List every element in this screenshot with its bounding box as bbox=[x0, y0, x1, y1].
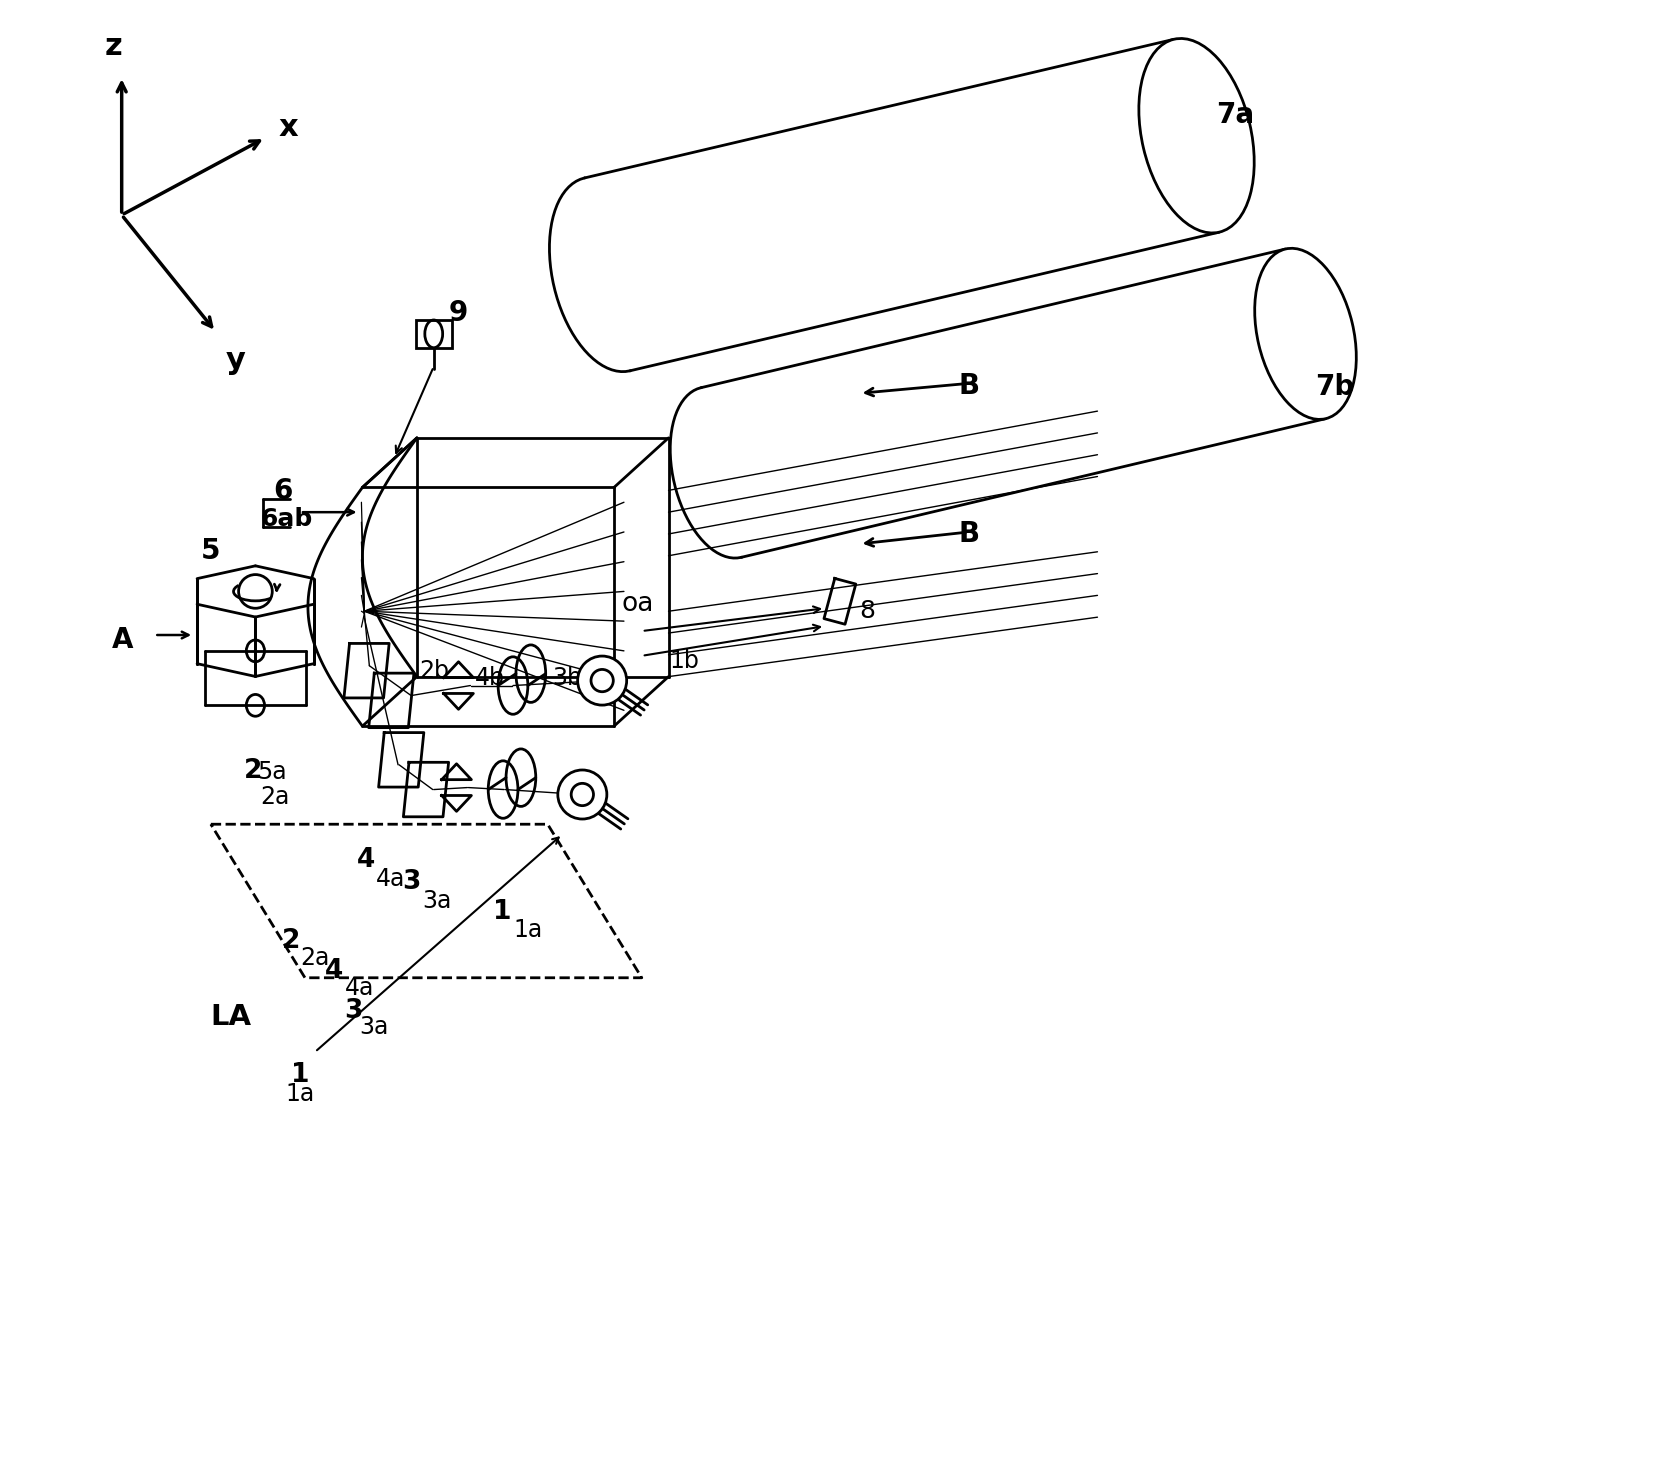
Text: 3: 3 bbox=[401, 868, 420, 895]
Text: 1a: 1a bbox=[513, 919, 542, 942]
Text: LA: LA bbox=[211, 1003, 252, 1030]
Text: 2a: 2a bbox=[300, 947, 330, 971]
Text: 2a: 2a bbox=[260, 785, 290, 809]
Text: 6: 6 bbox=[274, 478, 292, 506]
Text: B: B bbox=[959, 371, 980, 399]
Ellipse shape bbox=[1254, 248, 1357, 420]
Text: 2: 2 bbox=[244, 758, 262, 784]
Text: 1b: 1b bbox=[670, 649, 700, 672]
Ellipse shape bbox=[498, 657, 528, 714]
Text: 3a: 3a bbox=[421, 889, 451, 913]
Text: 6ab: 6ab bbox=[260, 508, 312, 531]
Text: 2: 2 bbox=[282, 928, 300, 954]
Text: x: x bbox=[279, 113, 299, 142]
Text: 3a: 3a bbox=[360, 1015, 388, 1039]
Text: 1: 1 bbox=[290, 1063, 309, 1088]
Text: z: z bbox=[105, 33, 123, 61]
Text: 3: 3 bbox=[345, 997, 363, 1024]
Ellipse shape bbox=[488, 761, 518, 818]
Circle shape bbox=[557, 770, 607, 819]
Text: 5a: 5a bbox=[257, 760, 287, 784]
Text: 4: 4 bbox=[325, 959, 343, 984]
Text: 5: 5 bbox=[201, 537, 221, 565]
Text: 1: 1 bbox=[493, 898, 511, 925]
Text: 4: 4 bbox=[357, 847, 375, 873]
Text: B: B bbox=[959, 519, 980, 548]
Text: A: A bbox=[111, 626, 133, 654]
Text: 3b: 3b bbox=[552, 666, 582, 690]
Text: 2b: 2b bbox=[418, 659, 450, 683]
Text: y: y bbox=[226, 346, 246, 375]
Text: 1a: 1a bbox=[285, 1082, 315, 1106]
Text: 4a: 4a bbox=[345, 976, 373, 1000]
Text: 8: 8 bbox=[859, 600, 876, 623]
Ellipse shape bbox=[1138, 39, 1254, 233]
Circle shape bbox=[577, 656, 627, 705]
Text: 4b: 4b bbox=[476, 666, 506, 690]
Text: 7b: 7b bbox=[1316, 374, 1355, 402]
Text: 9: 9 bbox=[448, 300, 468, 326]
Text: 4a: 4a bbox=[377, 867, 406, 890]
Text: oa: oa bbox=[622, 592, 654, 617]
Bar bbox=[416, 321, 451, 347]
Text: 7a: 7a bbox=[1216, 101, 1254, 129]
